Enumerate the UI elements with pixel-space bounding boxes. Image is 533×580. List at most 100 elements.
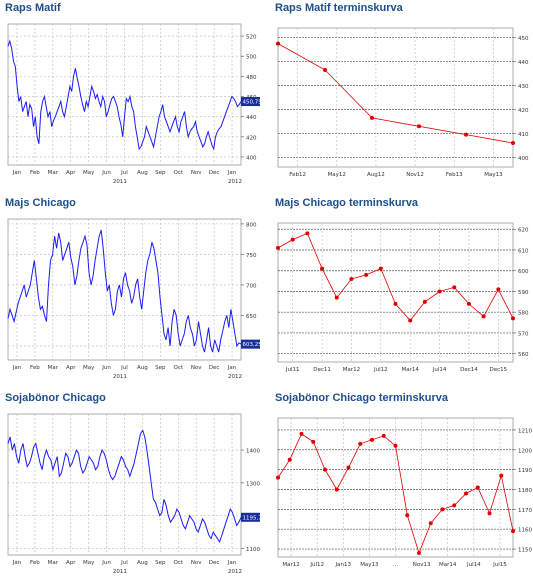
y-tick-label: 450 xyxy=(518,36,529,42)
data-point xyxy=(422,299,427,304)
y-tick-label: 1190 xyxy=(518,468,532,474)
x-tick-label: Feb12 xyxy=(289,172,306,178)
data-point xyxy=(405,513,410,518)
data-point xyxy=(311,439,316,444)
data-point xyxy=(346,465,351,470)
y-tick-label: 410 xyxy=(518,132,529,138)
data-point xyxy=(408,318,413,323)
y-tick-label: 750 xyxy=(246,253,257,259)
data-point xyxy=(440,507,445,512)
data-point xyxy=(349,277,354,282)
data-point xyxy=(417,124,421,129)
x-tick-label: Jul15 xyxy=(492,562,507,568)
y-tick-label: 1210 xyxy=(518,428,532,434)
last-value-tag xyxy=(241,512,260,522)
y-tick-label: 500 xyxy=(246,55,257,61)
y-tick-label: 400 xyxy=(246,155,257,161)
data-point xyxy=(393,443,398,448)
data-point xyxy=(393,301,398,306)
x-tick-label: Feb xyxy=(30,560,40,566)
chart-panel-raps: Raps Matif 400420440460480500520JanFebMa… xyxy=(5,2,267,190)
y-tick-label: 1180 xyxy=(518,488,532,494)
x-tick-label: Dec14 xyxy=(460,367,478,373)
y-tick-label: 580 xyxy=(518,311,529,317)
x-tick-label: Mar xyxy=(48,365,59,371)
x-tick-label: Nov xyxy=(191,560,202,566)
chart-title: Majs Chicago terminskurva xyxy=(275,197,419,209)
data-point xyxy=(287,457,292,462)
data-point xyxy=(299,431,304,436)
x-tick-label: Dec11 xyxy=(313,367,331,373)
x-tick-label: Mar xyxy=(48,560,59,566)
data-point xyxy=(452,285,457,290)
data-point xyxy=(499,473,504,478)
x-tick-label: Apr xyxy=(66,170,76,176)
plot-frame xyxy=(277,27,514,168)
y-tick-label: 520 xyxy=(246,35,257,41)
chart-title: Raps Matif xyxy=(5,2,61,14)
x-tick-label: Mar14 xyxy=(439,562,457,568)
y-tick-label: 1200 xyxy=(518,448,532,454)
x-tick-label: Jun xyxy=(101,365,111,371)
data-point xyxy=(481,314,486,319)
x-tick-label: Sep xyxy=(155,365,166,371)
x-tick-label: Apr xyxy=(66,560,76,566)
x-tick-label: Jan xyxy=(12,560,22,566)
data-point xyxy=(417,551,421,556)
last-value-label: 603,25 xyxy=(243,342,263,348)
x-tick-label: Aug12 xyxy=(367,172,385,178)
data-point xyxy=(334,487,339,492)
x-tick-label: Nov13 xyxy=(413,562,431,568)
data-point xyxy=(428,521,433,526)
last-value-tag xyxy=(241,339,260,349)
x-tick-label: Oct xyxy=(174,170,184,176)
data-point xyxy=(511,529,515,534)
chart-title: Majs Chicago xyxy=(5,197,76,209)
y-tick-label: 650 xyxy=(246,314,257,320)
x-tick-label: Jul xyxy=(120,170,128,176)
data-point xyxy=(511,141,515,146)
x-tick-label: Feb xyxy=(30,170,40,176)
chart-svg: 400420440460480500520JanFebMarAprMayJunJ… xyxy=(7,23,262,185)
x-tick-label: Aug xyxy=(137,560,148,566)
x-tick-label: May xyxy=(83,365,95,371)
y-tick-label: 1160 xyxy=(518,528,532,534)
y-tick-label: 430 xyxy=(518,84,529,90)
y-tick-label: 440 xyxy=(518,60,529,66)
x-tick-label: May xyxy=(83,170,95,176)
y-tick-label: 570 xyxy=(518,331,529,337)
data-point xyxy=(276,245,280,250)
year-label: 2011 xyxy=(113,374,127,380)
chart-svg: 560 570 580 590 600 610 620 Jul11 Dec11 Mar12 Jul1… xyxy=(276,222,529,373)
data-point xyxy=(381,433,386,438)
series-line xyxy=(277,43,514,144)
chart-svg: 1150 1160 1170 1180 1190 1200 1210 Mar12 Jul12 Ja… xyxy=(276,417,532,568)
series-line xyxy=(7,229,242,353)
x-tick-label: Nov12 xyxy=(406,172,424,178)
x-tick-label: May12 xyxy=(328,172,346,178)
data-point xyxy=(378,266,383,271)
data-point xyxy=(475,485,480,490)
y-tick-label: 1170 xyxy=(518,508,532,514)
last-value-tag xyxy=(241,97,260,107)
data-point xyxy=(466,301,471,306)
x-tick-label: Oct xyxy=(174,365,184,371)
x-tick-label: Oct xyxy=(174,560,184,566)
chart-title: Sojabönor Chicago terminskurva xyxy=(275,392,448,404)
x-tick-label: Aug xyxy=(137,365,148,371)
data-point xyxy=(364,272,369,277)
x-tick-label: Sep xyxy=(155,170,166,176)
year-label: 2012 xyxy=(228,374,242,380)
last-value-label: 1195,75 xyxy=(243,515,266,521)
chart-svg: 400 410 420 430 440 450 Feb12 May12 Aug12 Nov12 Fe… xyxy=(276,27,529,178)
chart-svg: 1100120013001400JanFebMarAprMayJunJulAug… xyxy=(7,413,266,575)
data-point xyxy=(276,41,280,46)
year-label: 2011 xyxy=(113,569,127,575)
data-point xyxy=(496,287,501,292)
y-tick-label: 420 xyxy=(246,135,257,141)
data-point xyxy=(320,266,325,271)
data-point xyxy=(437,289,442,294)
y-tick-label: 1300 xyxy=(246,481,260,487)
data-point xyxy=(358,441,363,446)
x-tick-label: Mar12 xyxy=(343,367,360,373)
